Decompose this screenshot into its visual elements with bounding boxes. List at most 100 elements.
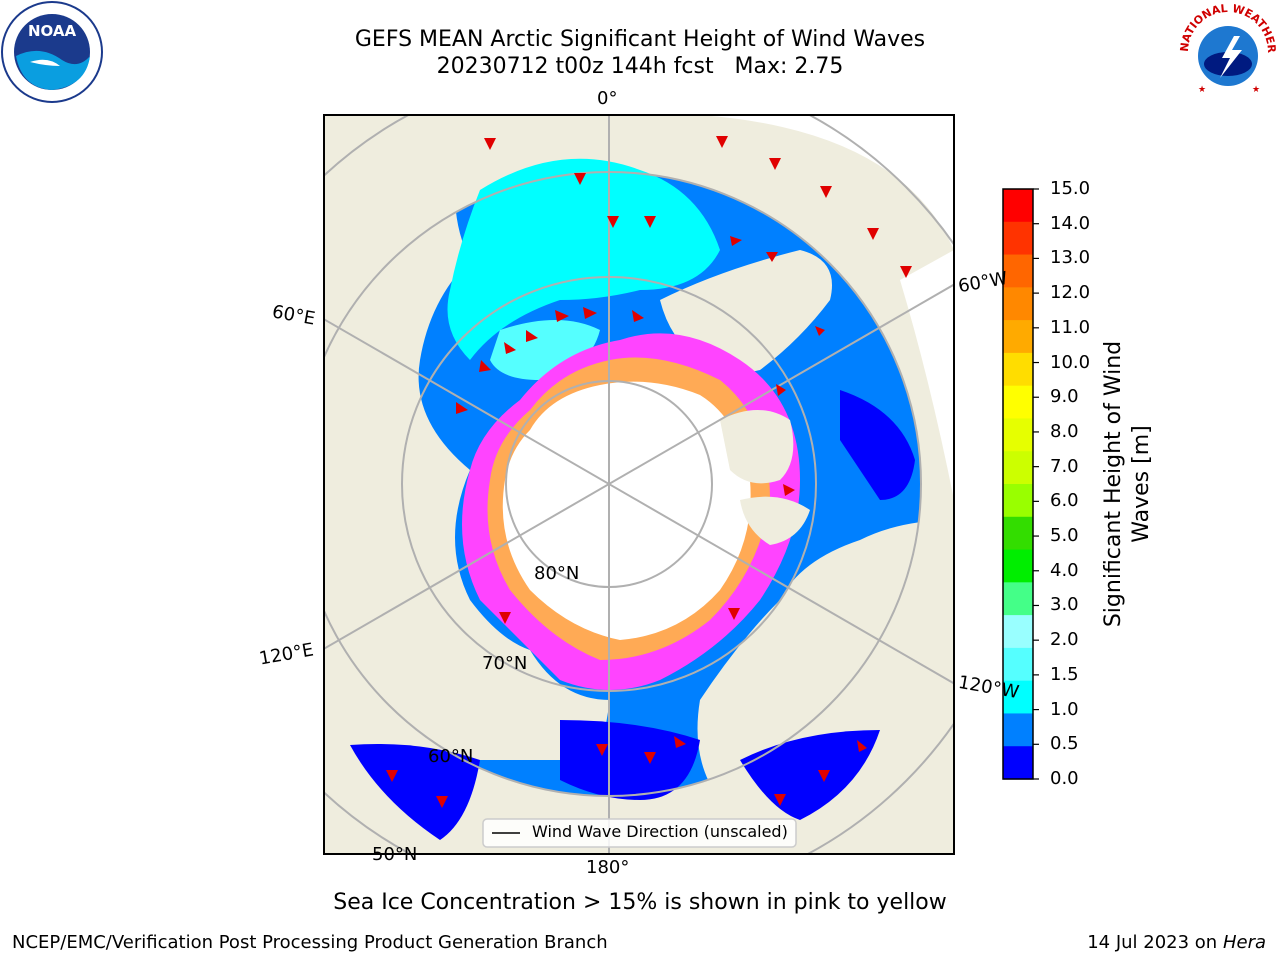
north-america-land bbox=[697, 520, 954, 800]
footer-machine: Hera bbox=[1222, 932, 1266, 953]
wind-arrow bbox=[730, 236, 742, 246]
lat-label-70n: 70°N bbox=[482, 653, 528, 674]
colorbar-segment bbox=[1003, 320, 1033, 354]
outside-domain bbox=[900, 250, 954, 500]
footer-date-text: 14 Jul 2023 on bbox=[1087, 932, 1223, 953]
colorbar-segment bbox=[1003, 713, 1033, 747]
svg-text:★: ★ bbox=[1252, 85, 1260, 95]
map-area bbox=[324, 115, 954, 854]
colorbar-title-line1: Significant Height of Wind bbox=[1101, 340, 1126, 628]
colorbar-frame bbox=[1002, 188, 1034, 780]
colorbar-tick-label: 3.0 bbox=[1050, 594, 1079, 616]
colorbar-segment bbox=[1003, 451, 1033, 485]
wave-blue-region bbox=[840, 390, 915, 500]
wind-arrow bbox=[596, 744, 608, 756]
colorbar-tick-label: 9.0 bbox=[1050, 386, 1079, 408]
wind-arrow bbox=[818, 770, 830, 782]
colorbar-tick-label: 7.0 bbox=[1050, 455, 1079, 477]
colorbar-segment bbox=[1003, 746, 1033, 780]
colorbar-tick-label: 0.0 bbox=[1050, 768, 1079, 789]
map-frame bbox=[323, 114, 955, 855]
wind-arrow bbox=[728, 608, 740, 620]
wind-arrow bbox=[607, 216, 619, 228]
wave-blue-region bbox=[350, 744, 480, 840]
noaa-logo: NOAA bbox=[0, 0, 104, 104]
wind-arrow bbox=[526, 330, 538, 342]
wind-arrow bbox=[456, 402, 468, 414]
wave-cyan-region bbox=[447, 158, 720, 360]
outside-domain bbox=[700, 115, 954, 250]
colorbar-segment bbox=[1003, 254, 1033, 288]
lat-label-80n: 80°N bbox=[534, 563, 580, 584]
wind-arrow bbox=[644, 216, 656, 228]
colorbar-segment bbox=[1003, 549, 1033, 583]
eurasia-land bbox=[324, 115, 610, 760]
colorbar-tick-label: 14.0 bbox=[1050, 212, 1091, 234]
sea-ice-caption: Sea Ice Concentration > 15% is shown in … bbox=[333, 890, 947, 915]
colorbar-tick-label: 6.0 bbox=[1050, 490, 1079, 512]
colorbar-tick-label: 13.0 bbox=[1050, 247, 1091, 269]
colorbar-tick-label: 5.0 bbox=[1050, 525, 1079, 547]
colorbar-segment bbox=[1003, 484, 1033, 518]
wind-arrow bbox=[499, 612, 511, 624]
wind-arrow bbox=[484, 138, 496, 150]
colorbar-tick-label: 8.0 bbox=[1050, 420, 1079, 442]
colorbar-segment bbox=[1003, 516, 1033, 551]
colorbar-tick-label: 1.0 bbox=[1050, 698, 1079, 720]
colorbar-segment bbox=[1003, 385, 1033, 420]
colorbar-title-line2: Waves [m] bbox=[1129, 425, 1154, 543]
wind-arrow bbox=[674, 736, 686, 748]
wind-legend bbox=[482, 818, 797, 848]
nws-logo: NATIONAL WEATHER SERVICE ★ ★ bbox=[1172, 0, 1280, 104]
lat-label-50n: 50°N bbox=[372, 844, 418, 865]
wind-arrow bbox=[815, 326, 825, 336]
lon-label-0: 0° bbox=[597, 88, 618, 109]
lon-label-180: 180° bbox=[586, 857, 630, 878]
colorbar-tick-label: 0.5 bbox=[1050, 733, 1079, 755]
colorbar-segment bbox=[1003, 680, 1033, 715]
colorbar-title: Significant Height of Wind Waves [m] bbox=[1100, 341, 1156, 627]
wind-arrow bbox=[504, 342, 516, 354]
wind-arrow bbox=[776, 384, 786, 396]
footer-date: 14 Jul 2023 on Hera bbox=[1087, 932, 1266, 953]
graticule bbox=[324, 115, 954, 854]
wind-arrow bbox=[632, 310, 644, 322]
colorbar-segment bbox=[1003, 352, 1033, 387]
colorbar-segment bbox=[1003, 582, 1033, 616]
wind-arrow bbox=[644, 752, 656, 764]
colorbar-tick-label: 2.0 bbox=[1050, 629, 1079, 651]
svg-text:★: ★ bbox=[1198, 85, 1206, 95]
wind-arrow bbox=[716, 136, 728, 148]
lat-label-60n: 60°N bbox=[428, 746, 474, 767]
wind-legend-label: Wind Wave Direction (unscaled) bbox=[532, 822, 788, 841]
chart-subtitle: 20230712 t00z 144h fcst Max: 2.75 bbox=[436, 54, 844, 79]
noaa-logo-text: NOAA bbox=[28, 22, 77, 40]
colorbar-segment bbox=[1003, 647, 1033, 682]
colorbar-segment bbox=[1003, 221, 1033, 256]
colorbar-segment bbox=[1003, 418, 1033, 452]
colorbar-tick-label: 1.5 bbox=[1050, 663, 1079, 685]
wind-arrow bbox=[857, 740, 867, 752]
wind-arrow bbox=[766, 252, 778, 262]
canada-archipelago-land bbox=[720, 410, 794, 484]
wind-arrow bbox=[774, 794, 786, 806]
wind-arrow bbox=[386, 770, 398, 782]
wind-arrow bbox=[479, 360, 491, 372]
wind-legend-box bbox=[482, 818, 797, 848]
wind-arrow bbox=[574, 173, 586, 185]
canada-archipelago-land bbox=[740, 496, 810, 545]
colorbar bbox=[1002, 188, 1039, 780]
sea-ice-cap bbox=[502, 381, 751, 640]
colorbar-segment bbox=[1003, 287, 1033, 321]
wind-arrow bbox=[769, 158, 781, 170]
colorbar-tick-label: 4.0 bbox=[1050, 559, 1079, 581]
wind-arrow bbox=[820, 186, 832, 198]
wind-arrow bbox=[900, 266, 912, 278]
wind-arrow bbox=[555, 310, 569, 322]
wind-arrow bbox=[583, 307, 597, 319]
colorbar-tick-label: 12.0 bbox=[1050, 282, 1091, 304]
wind-arrow bbox=[436, 796, 448, 808]
chart-title: GEFS MEAN Arctic Significant Height of W… bbox=[354, 27, 926, 52]
footer-credit: NCEP/EMC/Verification Post Processing Pr… bbox=[12, 932, 608, 953]
